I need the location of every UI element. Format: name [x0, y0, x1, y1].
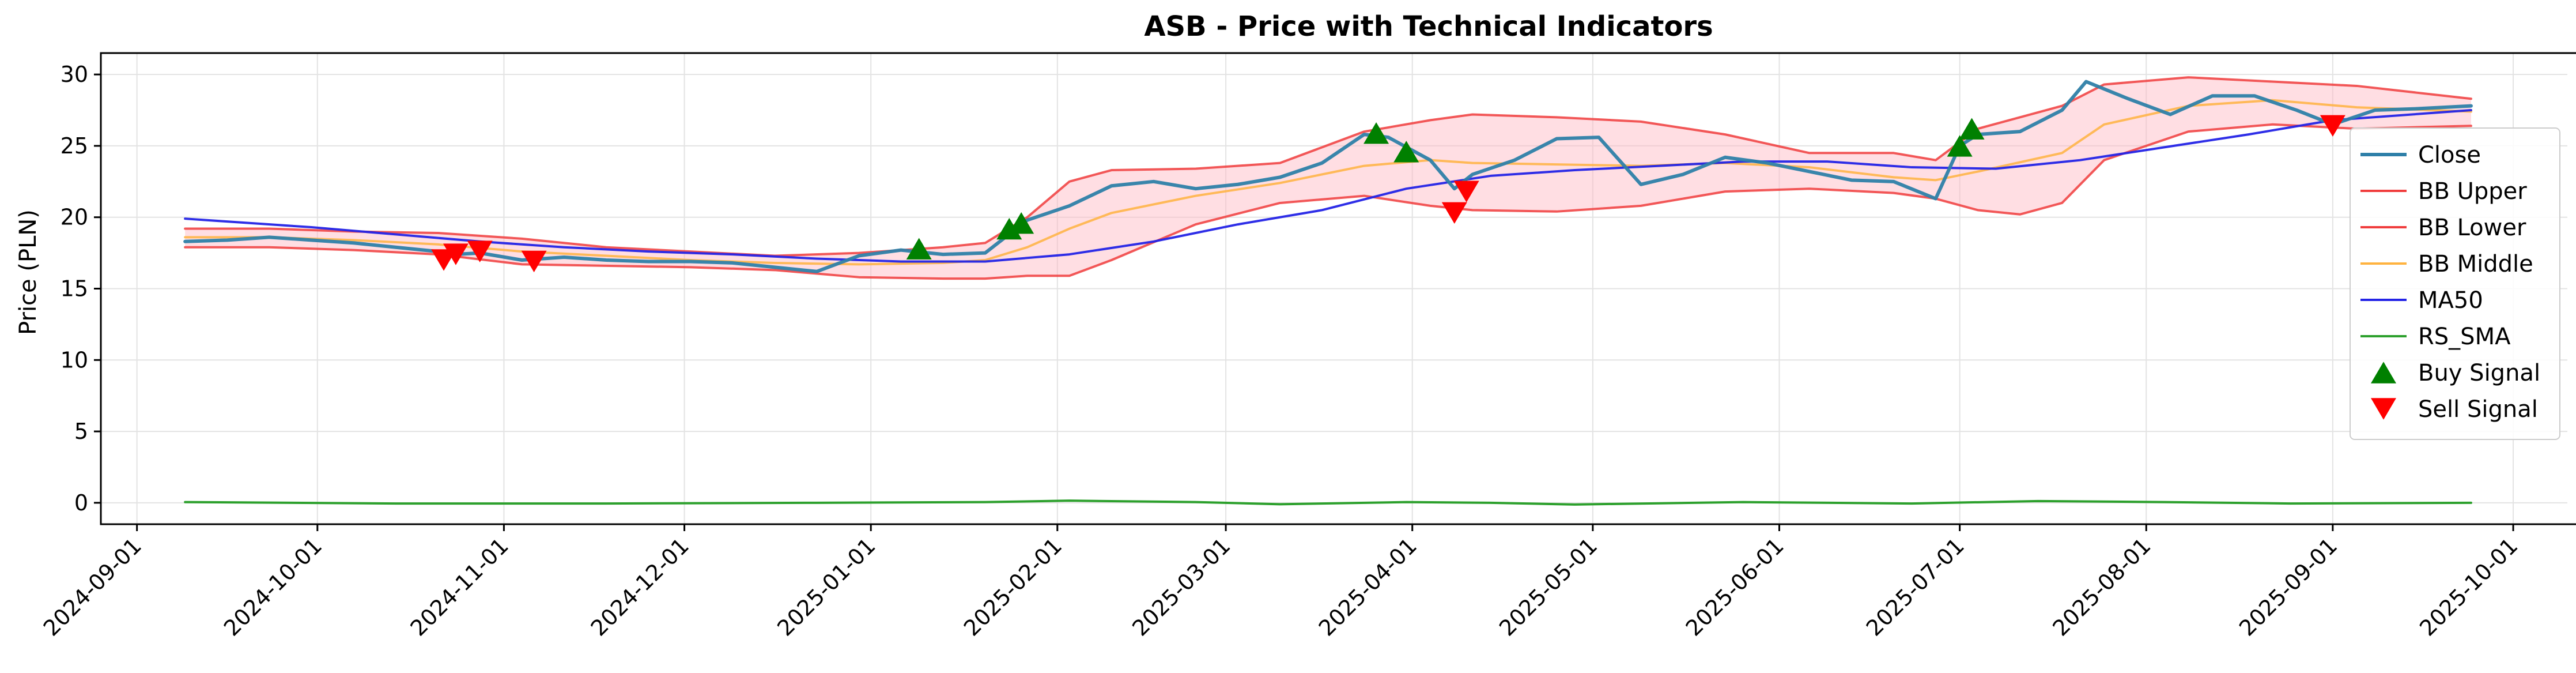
- bollinger-band-fill: [185, 77, 2471, 279]
- series-lines: [183, 76, 2473, 506]
- legend: Close BB Upper BB Lower BB Middle MA50 RS_SMA…: [2350, 127, 2560, 440]
- y-tick-label: 30: [61, 62, 88, 87]
- sell-signal-marker: [2320, 115, 2345, 137]
- y-tick-label: 10: [61, 347, 88, 373]
- buy-signal-marker: [1393, 141, 1419, 163]
- buy-signal-marker: [1959, 118, 1985, 140]
- legend-label: MA50: [2418, 287, 2483, 314]
- buy-signal-marker: [1009, 212, 1034, 234]
- y-tick-label: 15: [61, 276, 88, 302]
- series-line-rs-sma: [184, 499, 2472, 506]
- legend-label: BB Middle: [2418, 251, 2533, 277]
- y-tick-label: 25: [61, 133, 88, 159]
- buy-signal-marker: [906, 238, 932, 260]
- legend-label: BB Lower: [2418, 215, 2526, 241]
- series-line-close: [183, 80, 2473, 273]
- series-line-ma50: [184, 109, 2472, 263]
- sell-signal-marker: [443, 243, 469, 265]
- sell-signal-marker: [1453, 181, 1479, 202]
- sell-signal-marker: [521, 250, 547, 273]
- sell-signal-marker: [467, 240, 493, 262]
- legend-swatch-buy-signal: [2371, 362, 2396, 384]
- legend-box: [2350, 127, 2560, 440]
- legend-label: Close: [2418, 142, 2481, 168]
- legend-swatch-sell-signal: [2371, 398, 2396, 420]
- y-tick-label: 5: [74, 419, 88, 444]
- series-line-bb-lower: [184, 123, 2472, 280]
- legend-label: BB Upper: [2418, 178, 2527, 205]
- buy-signal-marker: [1363, 122, 1389, 144]
- buy-signal-marker: [1947, 135, 1973, 157]
- series-line-bb-upper: [184, 76, 2472, 257]
- legend-label: Buy Signal: [2418, 360, 2540, 386]
- y-tick-label: 20: [61, 205, 88, 230]
- buy-signal-marker: [996, 217, 1022, 240]
- legend-label: RS_SMA: [2418, 324, 2511, 350]
- chart-title: ASB - Price with Technical Indicators: [1144, 10, 1713, 43]
- y-axis-label: Price (PLN): [15, 209, 41, 335]
- signal-markers: [431, 115, 2345, 273]
- sell-signal-marker: [1441, 202, 1467, 224]
- legend-label: Sell Signal: [2418, 396, 2538, 423]
- series-line-bb-middle: [184, 99, 2472, 266]
- y-tick-label: 0: [74, 490, 88, 516]
